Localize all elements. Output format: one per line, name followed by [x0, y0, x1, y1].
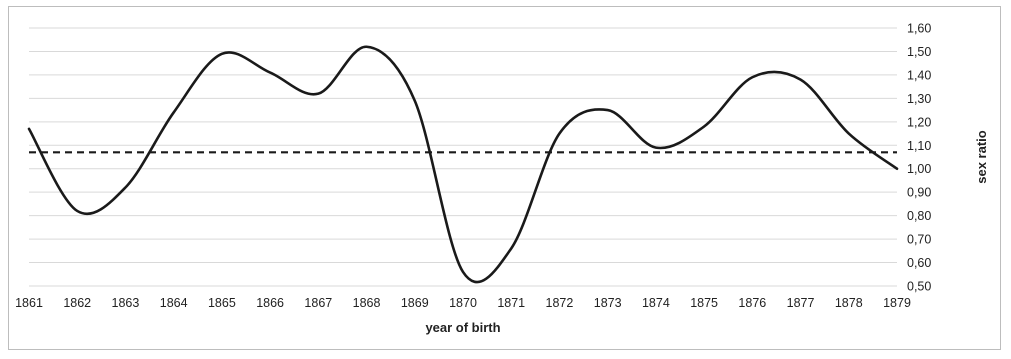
- series-line: [27, 45, 899, 284]
- data-point: [848, 132, 850, 134]
- x-tick-label: 1871: [497, 296, 525, 310]
- x-tick-label: 1864: [160, 296, 188, 310]
- gridlines: [29, 27, 897, 287]
- data-point: [317, 92, 319, 94]
- y-tick-label: 0,70: [907, 233, 931, 247]
- x-tick-label: 1870: [449, 296, 477, 310]
- data-point: [558, 132, 560, 134]
- x-tick-label: 1861: [15, 296, 43, 310]
- y-tick-label: 1,20: [907, 115, 931, 129]
- x-tick-label: 1863: [112, 296, 140, 310]
- x-tick-label: 1867: [304, 296, 332, 310]
- y-tick-label: 1,00: [907, 162, 931, 176]
- chart-frame: [8, 6, 1001, 350]
- data-point: [76, 210, 78, 212]
- x-tick-label: 1868: [353, 296, 381, 310]
- x-tick-label: 1878: [835, 296, 863, 310]
- y-tick-label: 0,90: [907, 186, 931, 200]
- x-tick-label: 1866: [256, 296, 284, 310]
- data-point: [703, 125, 705, 127]
- x-tick-label: 1872: [546, 296, 574, 310]
- data-point: [462, 271, 464, 273]
- data-point: [28, 128, 30, 130]
- data-point: [269, 71, 271, 73]
- data-point: [365, 46, 367, 48]
- x-tick-label: 1865: [208, 296, 236, 310]
- y-tick-label: 0,80: [907, 209, 931, 223]
- y-tick-label: 1,10: [907, 139, 931, 153]
- y-tick-label: 0,50: [907, 280, 931, 294]
- x-axis-ticks: 1861 1862 1863 1864 1865 1866 1867 1868 1869 1870…: [15, 296, 911, 310]
- data-point: [606, 109, 608, 111]
- data-point: [221, 53, 223, 55]
- data-point: [414, 100, 416, 102]
- y-tick-label: 1,60: [907, 22, 931, 36]
- x-tick-label: 1877: [787, 296, 815, 310]
- series-layer: [27, 45, 899, 284]
- data-point: [124, 186, 126, 188]
- x-tick-label: 1869: [401, 296, 429, 310]
- data-point: [655, 146, 657, 148]
- data-point: [751, 76, 753, 78]
- data-point: [799, 78, 801, 80]
- x-tick-label: 1873: [594, 296, 622, 310]
- data-point: [896, 168, 898, 170]
- y-axis-ticks: 0,50 0,60 0,70 0,80 0,90 1,00 1,10 1,20 1,30 1,40…: [907, 22, 931, 294]
- x-tick-label: 1875: [690, 296, 718, 310]
- y-tick-label: 1,50: [907, 45, 931, 59]
- x-tick-label: 1874: [642, 296, 670, 310]
- y-axis-title: sex ratio: [974, 130, 989, 184]
- x-tick-label: 1876: [738, 296, 766, 310]
- y-tick-label: 1,30: [907, 92, 931, 106]
- x-tick-label: 1862: [63, 296, 91, 310]
- y-tick-label: 0,60: [907, 256, 931, 270]
- data-point: [510, 247, 512, 249]
- x-axis-title: year of birth: [425, 320, 500, 335]
- x-tick-label: 1879: [883, 296, 911, 310]
- y-tick-label: 1,40: [907, 68, 931, 82]
- data-point: [172, 111, 174, 113]
